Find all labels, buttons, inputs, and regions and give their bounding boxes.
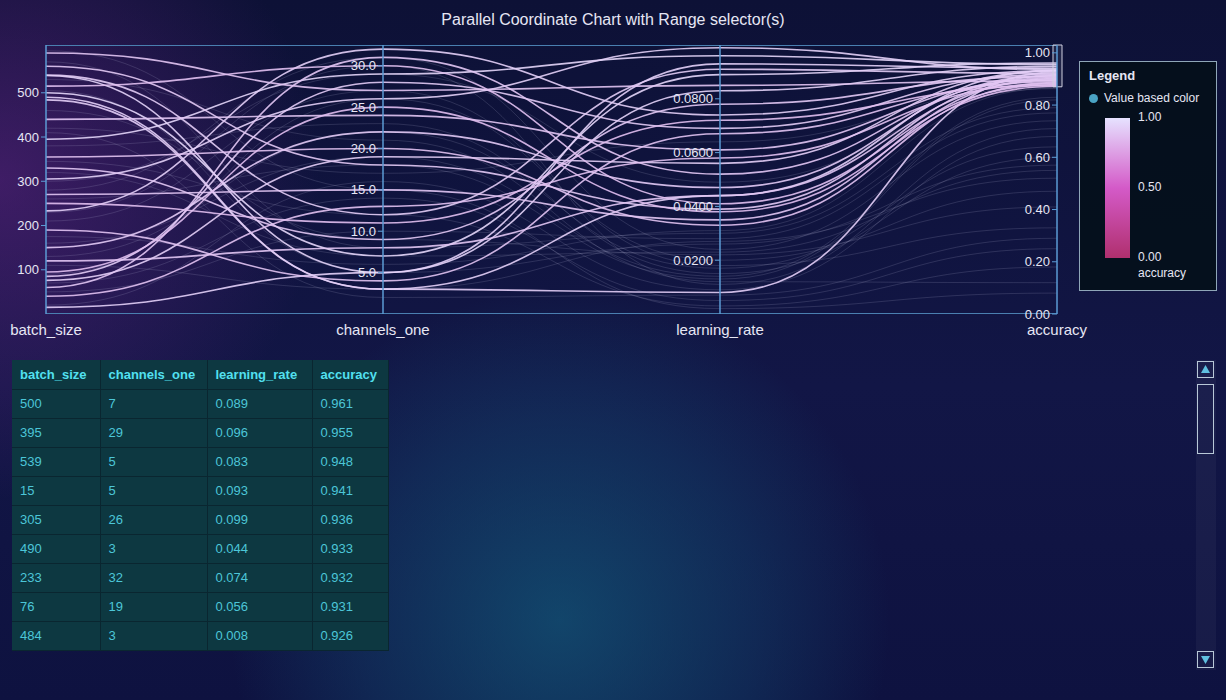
svg-text:500: 500 — [17, 85, 39, 100]
html-text:batch_size: batch_size — [10, 321, 82, 338]
html-text:76: 76 — [20, 599, 35, 614]
html-text:0.961: 0.961 — [320, 396, 353, 411]
svg-text:200: 200 — [17, 218, 39, 233]
html-text:5: 5 — [108, 483, 116, 498]
html-text:learning_rate: learning_rate — [215, 366, 298, 382]
svg-text:30.0: 30.0 — [351, 58, 376, 73]
svg-text:10.0: 10.0 — [351, 224, 376, 239]
html-text:0.008: 0.008 — [215, 628, 248, 643]
html-text:7: 7 — [108, 396, 116, 411]
html-text:0.926: 0.926 — [320, 628, 353, 643]
html-text:0.50: 0.50 — [1138, 180, 1162, 194]
html-text:233: 233 — [20, 570, 42, 585]
html-text:0.083: 0.083 — [215, 454, 248, 469]
svg-text:0.80: 0.80 — [1025, 98, 1050, 113]
svg-text:0.00: 0.00 — [1025, 307, 1050, 322]
svg-text:25.0: 25.0 — [351, 100, 376, 115]
html-text:batch_size: batch_size — [20, 366, 87, 382]
html-text:490: 490 — [20, 541, 42, 556]
svg-text:1.00: 1.00 — [1025, 45, 1050, 60]
html-text:539: 539 — [20, 454, 42, 469]
html-text:0.936: 0.936 — [320, 512, 353, 527]
html-text:305: 305 — [20, 512, 42, 527]
svg-text:15.0: 15.0 — [351, 182, 376, 197]
html-text:0.044: 0.044 — [215, 541, 248, 556]
html-text:Parallel Coordinate Chart with: Parallel Coordinate Chart with Range sel… — [441, 11, 785, 28]
svg-text:0.0200: 0.0200 — [673, 253, 713, 268]
html-text:500: 500 — [20, 396, 42, 411]
svg-text:5.0: 5.0 — [358, 265, 376, 280]
svg-text:400: 400 — [17, 130, 39, 145]
html-text:19: 19 — [108, 599, 123, 614]
html-text:0.931: 0.931 — [320, 599, 353, 614]
html-text:0.089: 0.089 — [215, 396, 248, 411]
svg-text:0.20: 0.20 — [1025, 254, 1050, 269]
svg-text:0.0600: 0.0600 — [673, 145, 713, 160]
html-text:0.941: 0.941 — [320, 483, 353, 498]
html-text:0.099: 0.099 — [215, 512, 248, 527]
html-text:32: 32 — [108, 570, 123, 585]
html-text:0.948: 0.948 — [320, 454, 353, 469]
html-text:Legend: Legend — [1089, 68, 1136, 83]
html-text:5: 5 — [108, 454, 116, 469]
html-text:29: 29 — [108, 425, 123, 440]
html-text:0.955: 0.955 — [320, 425, 353, 440]
html-text:Value based color: Value based color — [1104, 91, 1200, 105]
html-text:1.00: 1.00 — [1138, 110, 1162, 124]
html-text:0.056: 0.056 — [215, 599, 248, 614]
html-text:484: 484 — [20, 628, 42, 643]
html-text:0.093: 0.093 — [215, 483, 248, 498]
svg-text:0.0400: 0.0400 — [673, 199, 713, 214]
html-text:0.00: 0.00 — [1138, 250, 1162, 264]
html-text:0.096: 0.096 — [215, 425, 248, 440]
svg-text:300: 300 — [17, 174, 39, 189]
svg-text:0.40: 0.40 — [1025, 202, 1050, 217]
html-text:accuracy: accuracy — [1138, 266, 1186, 280]
html-text:accuracy: accuracy — [1027, 321, 1087, 338]
html-text:accuracy: accuracy — [320, 366, 377, 382]
html-text:0.933: 0.933 — [320, 541, 353, 556]
html-text:395: 395 — [20, 425, 42, 440]
html-text:channels_one: channels_one — [108, 366, 196, 382]
svg-text:0.0800: 0.0800 — [673, 91, 713, 106]
html-text:channels_one: channels_one — [336, 321, 430, 338]
html-text:0.074: 0.074 — [215, 570, 248, 585]
html-text:learning_rate: learning_rate — [676, 321, 764, 338]
svg-text:100: 100 — [17, 262, 39, 277]
html-text:3: 3 — [108, 541, 116, 556]
svg-text:0.60: 0.60 — [1025, 150, 1050, 165]
html-text:3: 3 — [108, 628, 116, 643]
html-text:0.932: 0.932 — [320, 570, 353, 585]
html-text:15: 15 — [20, 483, 35, 498]
html-text:26: 26 — [108, 512, 123, 527]
svg-text:20.0: 20.0 — [351, 141, 376, 156]
